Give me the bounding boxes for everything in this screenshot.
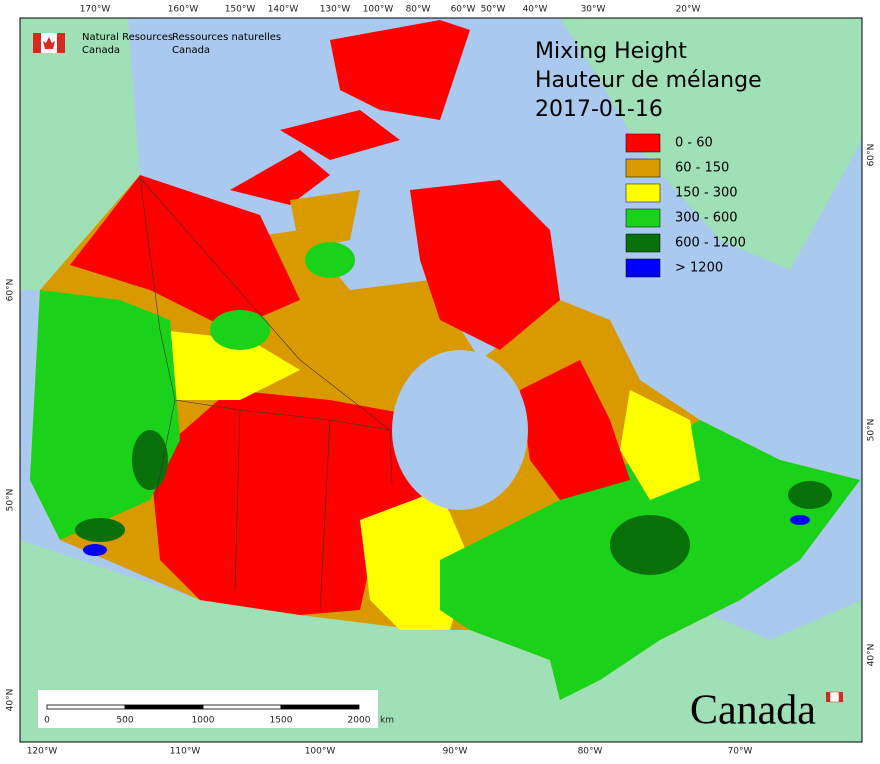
- header-en: Natural Resources: [82, 32, 173, 43]
- legend-swatch: [625, 158, 661, 178]
- bottom-axis-label: 70°W: [728, 747, 753, 757]
- scale-bar: [46, 704, 360, 710]
- title: Hauteur de mélange: [535, 68, 762, 93]
- header-fr: Ressources naturelles: [172, 32, 281, 43]
- right-axis-label: 40°N: [867, 644, 877, 667]
- scale-label: 1000: [192, 716, 215, 726]
- bottom-axis-label: 90°W: [443, 747, 468, 757]
- top-axis-label: 160°W: [168, 5, 199, 15]
- bottom-axis-label: 80°W: [578, 747, 603, 757]
- frame: [19, 17, 863, 743]
- left-axis-label: 40°N: [6, 689, 16, 712]
- top-axis-label: 30°W: [581, 5, 606, 15]
- bottom-axis-label: 110°W: [170, 747, 201, 757]
- scale-label: 2000: [348, 716, 371, 726]
- legend-label: > 1200: [675, 261, 723, 276]
- wordmark: Canada: [690, 688, 816, 734]
- bottom-axis-label: 120°W: [27, 747, 58, 757]
- legend-swatch: [625, 133, 661, 153]
- wordmark-flag: [826, 691, 843, 703]
- scale-label: 0: [44, 716, 50, 726]
- legend-swatch: [625, 208, 661, 228]
- bottom-axis-label: 100°W: [305, 747, 336, 757]
- scale-label: 500: [116, 716, 133, 726]
- right-axis-label: 50°N: [867, 419, 877, 442]
- top-axis-label: 20°W: [676, 5, 701, 15]
- title: Mixing Height: [535, 39, 687, 64]
- scale-label: 1500: [270, 716, 293, 726]
- legend-label: 0 - 60: [675, 136, 713, 151]
- legend-swatch: [625, 183, 661, 203]
- mixing-height-field: [30, 20, 860, 700]
- left-axis-label: 50°N: [6, 489, 16, 512]
- top-axis-label: 170°W: [80, 5, 111, 15]
- logo-flag: [33, 33, 65, 53]
- top-axis-label: 100°W: [363, 5, 394, 15]
- top-axis-label: 130°W: [320, 5, 351, 15]
- top-axis-label: 140°W: [268, 5, 299, 15]
- legend-label: 150 - 300: [675, 186, 738, 201]
- borders: [139, 177, 393, 613]
- legend-label: 300 - 600: [675, 211, 738, 226]
- top-axis-label: 60°W: [451, 5, 476, 15]
- legend-swatch: [625, 233, 661, 253]
- top-axis-label: 150°W: [225, 5, 256, 15]
- legend-swatch: [625, 258, 661, 278]
- scale-unit: km: [380, 716, 394, 726]
- title: 2017-01-16: [535, 97, 663, 122]
- top-axis-label: 50°W: [481, 5, 506, 15]
- header-fr: Canada: [172, 45, 210, 56]
- top-axis-label: 40°W: [523, 5, 548, 15]
- right-axis-label: 60°N: [867, 144, 877, 167]
- legend-label: 60 - 150: [675, 161, 729, 176]
- top-axis-label: 80°W: [406, 5, 431, 15]
- legend-label: 600 - 1200: [675, 236, 746, 251]
- left-axis-label: 60°N: [6, 279, 16, 302]
- header-en: Canada: [82, 45, 120, 56]
